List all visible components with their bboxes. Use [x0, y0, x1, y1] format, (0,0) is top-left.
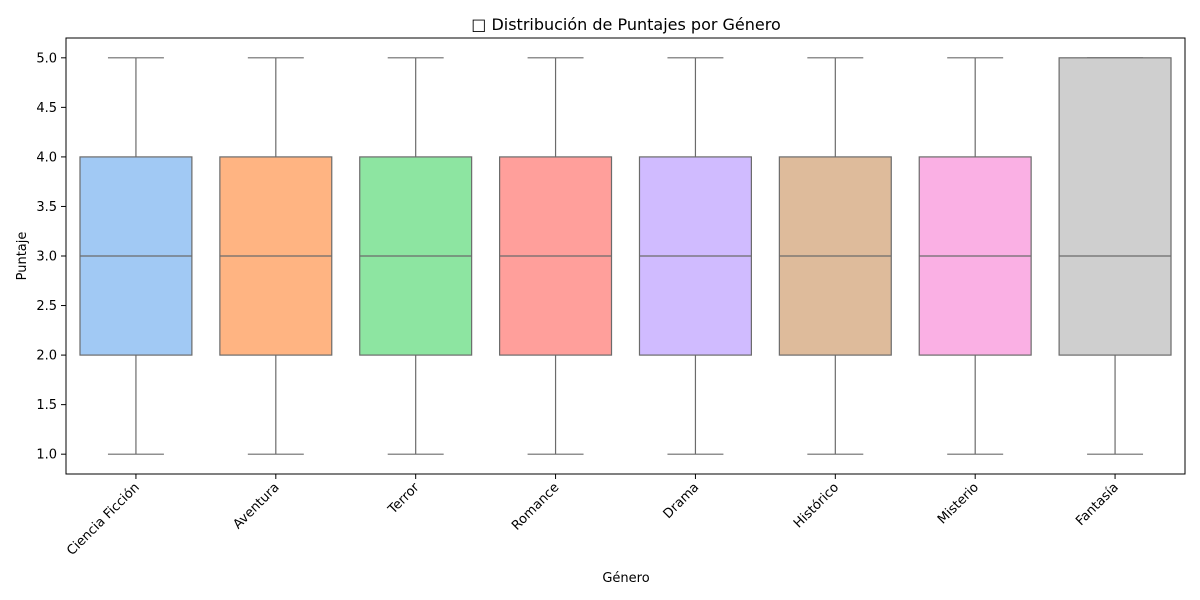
y-tick-label: 1.0	[36, 448, 57, 463]
y-tick-label: 1.5	[36, 398, 57, 413]
x-tick-label: Terror	[385, 480, 423, 518]
y-tick-label: 2.0	[36, 349, 57, 364]
x-tick-label: Drama	[661, 480, 703, 522]
box-fantasia	[1058, 57, 1172, 356]
y-tick-label: 2.5	[36, 299, 57, 314]
x-tick-label: Ciencia Ficción	[64, 480, 143, 559]
x-tick-label: Fantasía	[1073, 480, 1122, 529]
y-tick-label: 3.0	[36, 250, 57, 265]
plot-area: 1.0 1.5 2.0 2.5 3.0 3.5 4.0 4.5 5.0 Ciencia Ficci…	[36, 37, 1186, 559]
chart-title: □ Distribución de Puntajes por Género	[471, 15, 781, 34]
y-tick-label: 3.5	[36, 200, 57, 215]
x-axis-label: Género	[602, 571, 649, 586]
y-tick-label: 4.0	[36, 150, 57, 165]
y-tick-label: 4.5	[36, 101, 57, 116]
y-tick-label: 5.0	[36, 51, 57, 66]
x-tick-label: Romance	[509, 480, 562, 533]
y-axis-label: Puntaje	[15, 232, 30, 281]
x-tick-label: Misterio	[935, 480, 982, 527]
x-tick-label: Aventura	[231, 480, 283, 532]
x-tick-label: Histórico	[791, 480, 842, 531]
